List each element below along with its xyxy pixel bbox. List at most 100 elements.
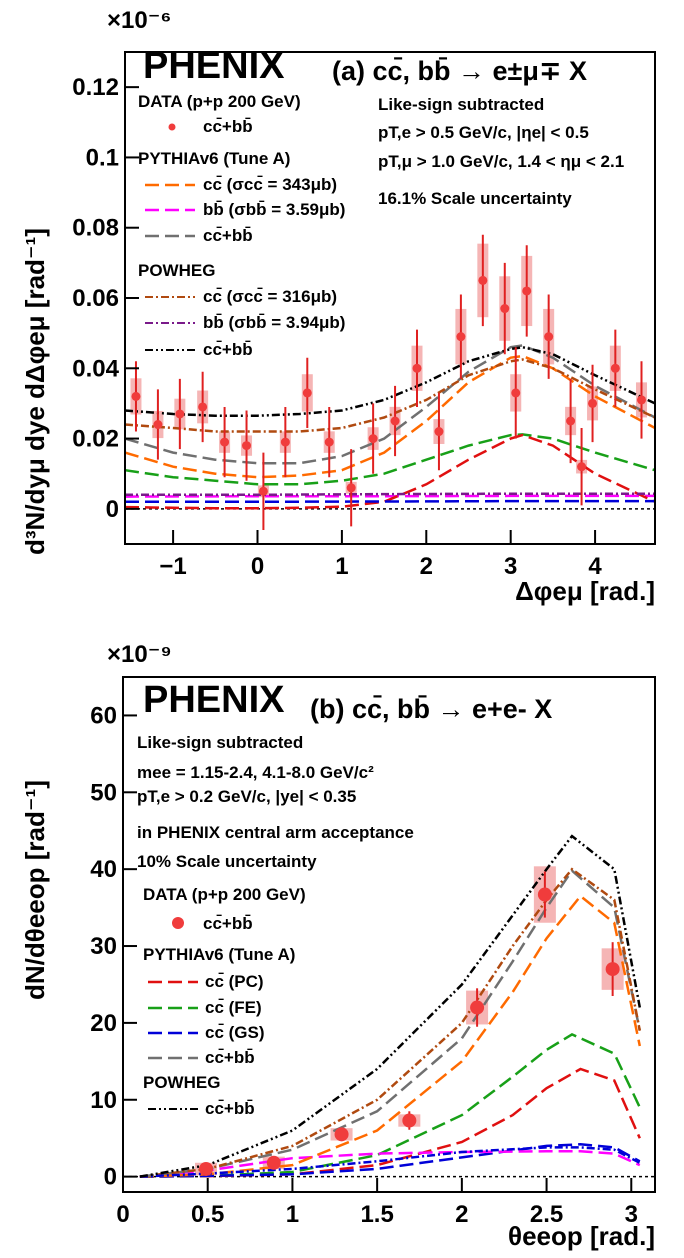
panel-a-legend: DATA (p+p 200 GeV) cc̄+bb̄ PYTHIAv6 (Tun… bbox=[138, 92, 345, 359]
panel-a-curve-7 bbox=[125, 492, 655, 497]
panel-b-frame bbox=[122, 676, 656, 1193]
panel-a-data-point bbox=[368, 434, 378, 444]
panel-b-y-tick-label: 0 bbox=[104, 1164, 117, 1191]
panel-b-data-point bbox=[334, 1127, 349, 1142]
panel-a-data-point bbox=[577, 462, 587, 472]
panel-a-data-point bbox=[522, 286, 532, 296]
panel-a-cuts: Like-sign subtracted pT,e > 0.5 GeV/c, |… bbox=[378, 95, 624, 208]
panel-b-plot-area bbox=[123, 834, 655, 1178]
legend-b-gs: cc̄ (GS) bbox=[205, 1023, 265, 1042]
panel-b-cut-4: 10% Scale uncertainty bbox=[137, 852, 317, 871]
panel-b-curve-5 bbox=[139, 868, 642, 1178]
panel-a-data-point bbox=[346, 483, 356, 493]
legend-b-powheg-header: POWHEG bbox=[143, 1073, 220, 1092]
panel-b-x-tick-label: 3 bbox=[625, 1201, 638, 1228]
panel-a-data-point bbox=[242, 441, 252, 451]
panel-a-data-point bbox=[566, 416, 576, 426]
legend-b-fe: cc̄ (FE) bbox=[205, 998, 262, 1017]
panel-b-data-point bbox=[266, 1155, 281, 1170]
panel-b-x-tick-label: 1.5 bbox=[360, 1201, 393, 1228]
panel-b-cut-3: in PHENIX central arm acceptance bbox=[137, 823, 414, 842]
panel-b-data-point bbox=[470, 1000, 485, 1015]
panel-b-data-point bbox=[537, 887, 552, 902]
panel-a-data-point bbox=[220, 437, 230, 447]
legend-a-pythia-header: PYTHIAv6 (Tune A) bbox=[138, 149, 290, 168]
panel-b-data-point bbox=[402, 1113, 417, 1128]
panel-a-x-tick-label: 0 bbox=[251, 553, 264, 580]
panel-a-cut-0: Like-sign subtracted bbox=[378, 95, 544, 114]
panel-a-data-point bbox=[456, 332, 466, 342]
panel-a-curve-4 bbox=[124, 433, 656, 510]
panel-b-cut-0: Like-sign subtracted bbox=[137, 733, 303, 752]
panel-b-x-tick-label: 2 bbox=[455, 1201, 468, 1228]
legend-a-powheg-header: POWHEG bbox=[138, 261, 215, 280]
panel-b-curve-2 bbox=[139, 1143, 641, 1178]
panel-b-y-tick-label: 40 bbox=[90, 856, 117, 883]
legend-b-pythia-header: PYTHIAv6 (Tune A) bbox=[143, 945, 295, 964]
legend-a-pythia-bb: bb̄ (σbb̄ = 3.59μb) bbox=[203, 200, 345, 219]
panel-a-x-tick-label: 4 bbox=[588, 553, 602, 580]
panel-b-y-tick-label: 30 bbox=[90, 933, 117, 960]
panel-b-curve-8 bbox=[139, 834, 642, 1178]
panel-a-data-point bbox=[280, 437, 290, 447]
panel-a-ylabel: d³N/dyμ dye dΔφeμ [rad⁻¹] bbox=[20, 228, 50, 555]
panel-b-y-tick-label: 10 bbox=[90, 1087, 117, 1114]
panel-a-y-tick-label: 0.12 bbox=[72, 74, 119, 101]
panel-b-xlabel: θeeop [rad.] bbox=[508, 1221, 655, 1251]
legend-b-data-entry: cc̄+bb̄ bbox=[203, 914, 253, 933]
panel-b-curve-7 bbox=[139, 1146, 641, 1178]
legend-b-pythia-sum: cc̄+bb̄ bbox=[205, 1048, 255, 1067]
panel-a-data-point bbox=[153, 420, 163, 430]
panel-a-y-tick-label: 0 bbox=[106, 496, 119, 523]
panel-b-legend: DATA (p+p 200 GeV) cc̄+bb̄ PYTHIAv6 (Tun… bbox=[143, 885, 306, 1118]
panel-b-data-point bbox=[199, 1161, 214, 1176]
panel-a-data-point bbox=[324, 437, 334, 447]
panel-b-x-tick-label: 2.5 bbox=[530, 1201, 563, 1228]
legend-b-powheg-sum: cc̄+bb̄ bbox=[205, 1099, 255, 1118]
panel-a-data-point bbox=[198, 402, 208, 412]
panel-a-plot-area bbox=[124, 234, 656, 530]
panel-b-curve-4 bbox=[139, 894, 642, 1178]
legend-b-data-marker bbox=[172, 917, 184, 929]
panel-a-axes: −1 0 1 2 3 4 0 0.02 0.04 0.06 0.08 0.1 0.12 bbox=[72, 74, 602, 580]
panel-a-data-point bbox=[175, 409, 185, 419]
panel-b-curve-6 bbox=[139, 867, 642, 1178]
legend-a-pythia-cc: cc̄ (σcc̄ = 343μb) bbox=[203, 175, 337, 194]
panel-b-x-tick-label: 0 bbox=[116, 1201, 129, 1228]
panel-b-y-tick-label: 20 bbox=[90, 1010, 117, 1037]
panel-a-data-point bbox=[258, 486, 268, 496]
panel-a-y-tick-label: 0.04 bbox=[72, 355, 119, 382]
legend-a-powheg-cc: cc̄ (σcc̄ = 316μb) bbox=[203, 287, 337, 306]
panel-a-data-point bbox=[588, 398, 598, 408]
panel-a-x-tick-label: −1 bbox=[159, 553, 186, 580]
panel-b-x-tick-label: 0.5 bbox=[191, 1201, 224, 1228]
panel-a-y-tick-label: 0.1 bbox=[86, 144, 119, 171]
panel-a-data-point bbox=[412, 363, 422, 373]
panel-b-cut-2: pT,e > 0.2 GeV/c, |ye| < 0.35 bbox=[137, 787, 356, 806]
panel-b-process-label: (b) cc̄, bb̄ → e+e- X bbox=[310, 694, 552, 724]
panel-a-data-point bbox=[131, 391, 141, 401]
panel-a-process-label: (a) cc̄, bb̄ → e±μ∓ X bbox=[332, 56, 587, 86]
panel-b-data-point bbox=[605, 962, 620, 977]
panel-b-exponent: ×10⁻⁹ bbox=[107, 641, 172, 668]
panel-a-data-point bbox=[544, 332, 554, 342]
legend-b-data-header: DATA (p+p 200 GeV) bbox=[143, 885, 306, 904]
legend-a-data-entry: cc̄+bb̄ bbox=[203, 117, 253, 136]
panel-a-curve-3 bbox=[124, 433, 656, 486]
legend-a-powheg-bb: bb̄ (σbb̄ = 3.94μb) bbox=[203, 313, 345, 332]
panel-a-data-point bbox=[390, 416, 400, 426]
panel-a-phenix-label: PHENIX bbox=[143, 45, 285, 87]
panel-b-cut-1: mee = 1.15-2.4, 4.1-8.0 GeV/c² bbox=[137, 763, 374, 782]
panel-a-data-point bbox=[434, 427, 444, 437]
panel-a-data-point bbox=[636, 395, 646, 405]
panel-a-x-tick-label: 2 bbox=[420, 553, 433, 580]
panel-a-data-point bbox=[610, 363, 620, 373]
panel-b-cuts: Like-sign subtracted mee = 1.15-2.4, 4.1… bbox=[137, 733, 414, 871]
panel-a-data-point bbox=[500, 304, 510, 314]
panel-a-cut-1: pT,e > 0.5 GeV/c, |ηe| < 0.5 bbox=[378, 123, 589, 142]
panel-a-y-tick-label: 0.08 bbox=[72, 215, 119, 242]
panel-a-data-point bbox=[511, 388, 521, 398]
